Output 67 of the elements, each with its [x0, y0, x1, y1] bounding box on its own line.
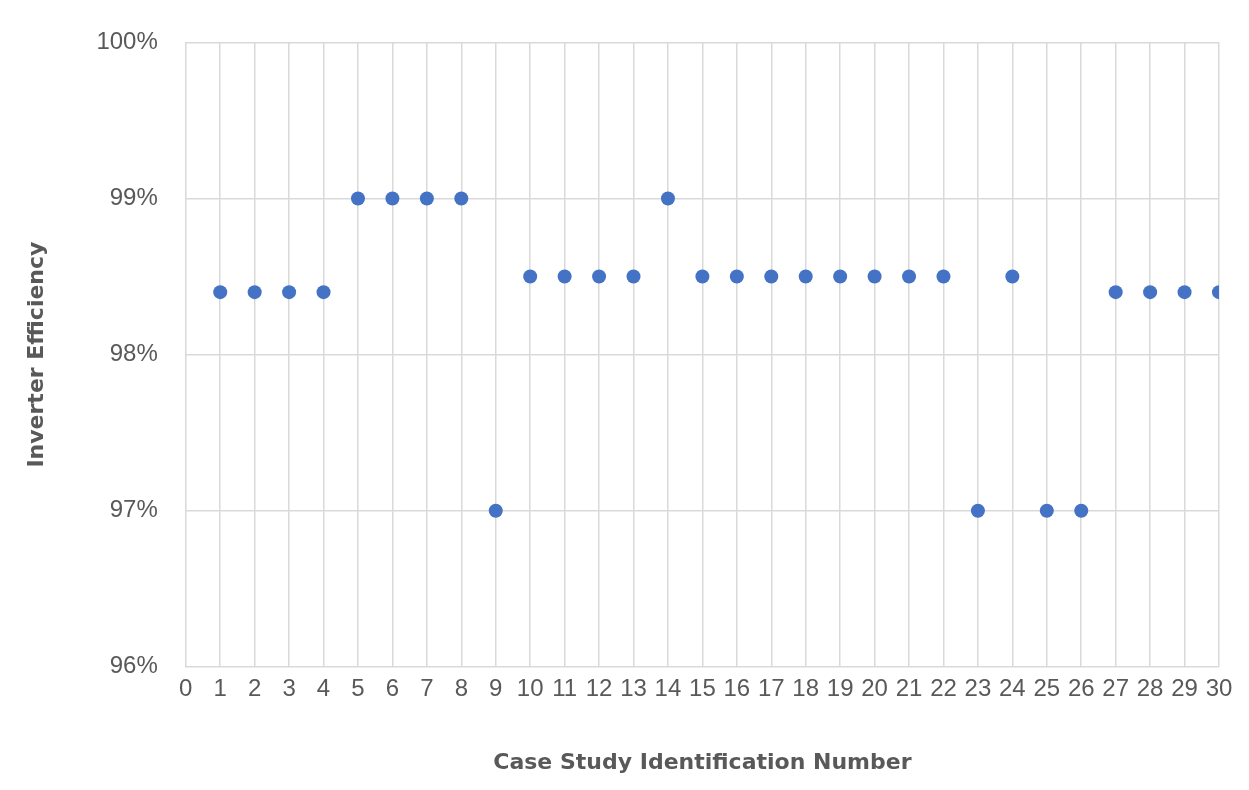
x-tick-label: 30: [1205, 673, 1233, 701]
point: [798, 269, 813, 284]
x-tick-label: 2: [247, 673, 262, 701]
y-axis-title: Inverter Efficiency: [22, 241, 48, 468]
x-tick-label: 4: [316, 673, 331, 701]
x-tick-label: 25: [1033, 673, 1061, 701]
point: [523, 269, 538, 284]
x-tick-label: 5: [351, 673, 365, 701]
point: [764, 269, 779, 284]
point: [350, 191, 365, 206]
x-tick-label: 16: [723, 673, 751, 701]
point: [1039, 503, 1054, 518]
x-tick-label: 26: [1067, 673, 1095, 701]
point: [695, 269, 710, 284]
x-tick-label: 17: [757, 673, 785, 701]
point: [1074, 503, 1089, 518]
point: [247, 285, 262, 300]
x-tick-label: 20: [861, 673, 888, 701]
x-tick-label: 12: [585, 673, 613, 701]
point: [557, 269, 572, 284]
x-tick-label: 1: [213, 673, 227, 701]
point: [970, 503, 985, 518]
y-tick-label: 99%: [109, 183, 158, 211]
x-tick-label: 22: [930, 673, 957, 701]
point: [867, 269, 882, 284]
point: [419, 191, 434, 206]
x-tick-label: 18: [792, 673, 820, 701]
point: [626, 269, 641, 284]
point: [660, 191, 675, 206]
x-tick-label: 3: [282, 673, 296, 701]
x-tick-label: 11: [552, 673, 578, 701]
point: [1005, 269, 1020, 284]
point: [729, 269, 744, 284]
y-tick-label: 98%: [109, 339, 158, 367]
y-tick-label: 97%: [109, 495, 158, 523]
point: [592, 269, 607, 284]
y-tick-label: 96%: [109, 651, 158, 679]
point: [385, 191, 400, 206]
x-tick-label: 29: [1171, 673, 1198, 701]
point: [1143, 285, 1158, 300]
point: [833, 269, 848, 284]
x-tick-label: 14: [654, 673, 682, 701]
point: [1177, 285, 1192, 300]
x-tick-label: 21: [895, 673, 923, 701]
x-tick-label: 24: [999, 673, 1026, 701]
x-tick-label: 7: [420, 673, 434, 701]
point: [488, 503, 503, 518]
x-tick-label: 27: [1102, 673, 1130, 701]
x-tick-label: 9: [489, 673, 503, 701]
x-tick-label: 8: [454, 673, 468, 701]
x-tick-label: 6: [385, 673, 400, 701]
x-axis-title: Case Study Identification Number: [493, 748, 912, 774]
x-tick-label: 10: [516, 673, 544, 701]
point: [936, 269, 951, 284]
x-tick-label: 15: [689, 673, 716, 701]
x-tick-label: 13: [620, 673, 647, 701]
x-tick-label: 19: [826, 673, 854, 701]
x-tick-label: 23: [964, 673, 992, 701]
x-tick-label: 0: [179, 673, 193, 701]
point: [316, 285, 331, 300]
point: [1108, 285, 1123, 300]
point: [454, 191, 469, 206]
point: [902, 269, 917, 284]
x-tick-label: 28: [1136, 673, 1164, 701]
y-tick-label: 100%: [96, 27, 158, 55]
point: [213, 285, 228, 300]
point: [282, 285, 297, 300]
